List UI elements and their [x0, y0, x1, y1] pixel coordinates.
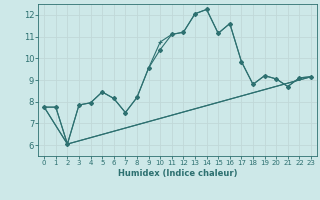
X-axis label: Humidex (Indice chaleur): Humidex (Indice chaleur): [118, 169, 237, 178]
